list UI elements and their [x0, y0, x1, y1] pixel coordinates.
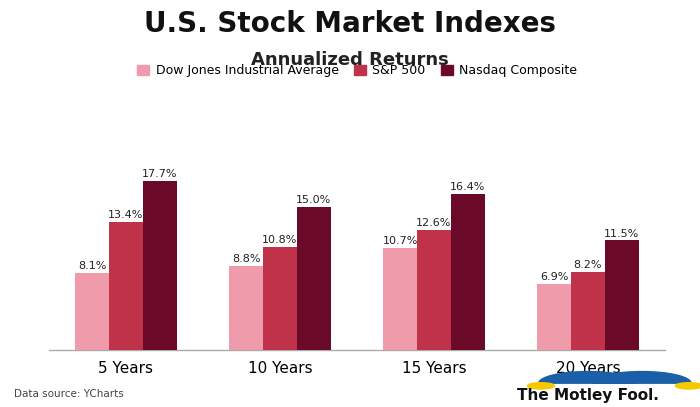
Bar [383, 248, 417, 350]
Text: 8.2%: 8.2% [574, 260, 602, 270]
Text: 15.0%: 15.0% [296, 195, 332, 205]
Bar [537, 284, 571, 350]
Text: 8.1%: 8.1% [78, 261, 106, 271]
Wedge shape [592, 372, 691, 383]
Bar [75, 273, 109, 350]
Text: 17.7%: 17.7% [142, 169, 178, 179]
Bar [143, 182, 177, 350]
Text: 16.4%: 16.4% [450, 182, 486, 192]
Bar [109, 222, 143, 350]
Bar [263, 247, 297, 350]
Bar [229, 266, 263, 350]
Text: 13.4%: 13.4% [108, 210, 144, 221]
Text: 11.5%: 11.5% [604, 228, 640, 239]
Bar [417, 230, 451, 350]
Text: The Motley Fool.: The Motley Fool. [517, 388, 659, 403]
Bar [297, 207, 331, 350]
Circle shape [528, 383, 554, 389]
Wedge shape [539, 372, 637, 383]
Text: Data source: YCharts: Data source: YCharts [14, 389, 124, 399]
Bar [571, 272, 605, 350]
Bar [451, 194, 485, 350]
Text: 10.8%: 10.8% [262, 235, 298, 245]
Text: 12.6%: 12.6% [416, 218, 452, 228]
Text: Annualized Returns: Annualized Returns [251, 51, 449, 69]
Bar [605, 241, 639, 350]
Circle shape [676, 383, 700, 389]
Legend: Dow Jones Industrial Average, S&P 500, Nasdaq Composite: Dow Jones Industrial Average, S&P 500, N… [132, 59, 582, 82]
Text: 10.7%: 10.7% [382, 236, 418, 246]
Text: 6.9%: 6.9% [540, 272, 568, 282]
Text: U.S. Stock Market Indexes: U.S. Stock Market Indexes [144, 10, 556, 38]
Text: 8.8%: 8.8% [232, 254, 260, 264]
